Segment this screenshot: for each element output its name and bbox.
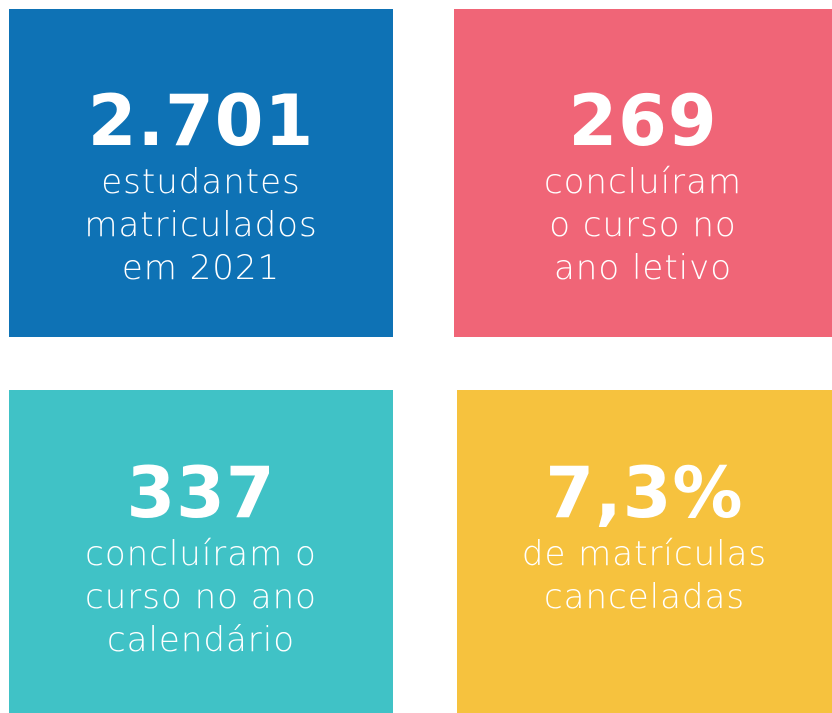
- stat-label: estudantes: [101, 162, 301, 202]
- stat-value: 7,3%: [545, 452, 744, 534]
- stat-label: calendário: [106, 620, 296, 660]
- stat-label: matriculados: [84, 205, 318, 245]
- stat-label: curso no ano: [85, 577, 317, 617]
- stat-label: canceladas: [543, 577, 746, 617]
- stat-card: 337 concluíram o curso no ano calendário: [9, 390, 393, 713]
- stat-card: 2.701 estudantes matriculados em 2021: [9, 9, 393, 337]
- stat-label: concluíram o: [85, 534, 317, 574]
- stat-label: de matrículas: [521, 534, 768, 574]
- stat-card: 7,3% de matrículas canceladas: [457, 390, 832, 713]
- stat-value: 2.701: [87, 80, 315, 162]
- stat-value: 269: [568, 80, 718, 162]
- stat-label: o curso no: [549, 205, 737, 245]
- stat-label: ano letivo: [553, 248, 733, 288]
- stat-value: 337: [126, 452, 276, 534]
- stat-label: concluíram: [543, 162, 743, 202]
- stat-card: 269 concluíram o curso no ano letivo: [454, 9, 832, 337]
- stat-label: em 2021: [121, 248, 281, 288]
